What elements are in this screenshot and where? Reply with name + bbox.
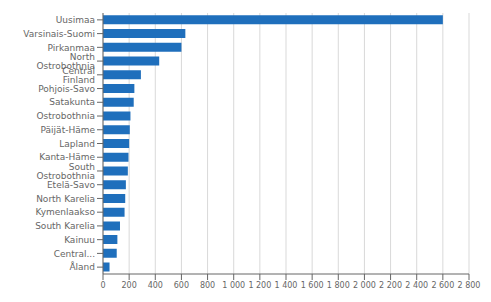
svg-text:2 400: 2 400 (405, 281, 428, 290)
svg-text:CentralFinland: CentralFinland (62, 66, 95, 85)
svg-text:Pirkanmaa: Pirkanmaa (47, 42, 95, 53)
svg-text:Päijät-Häme: Päijät-Häme (41, 125, 96, 135)
svg-text:1 000: 1 000 (222, 281, 245, 290)
svg-text:1 800: 1 800 (327, 281, 350, 290)
svg-text:1 600: 1 600 (301, 281, 324, 290)
svg-text:Uusimaa: Uusimaa (56, 15, 95, 25)
svg-text:Satakunta: Satakunta (49, 97, 95, 107)
svg-text:2 800: 2 800 (458, 281, 481, 290)
svg-text:0: 0 (100, 281, 105, 290)
svg-text:Kainuu: Kainuu (64, 235, 95, 245)
svg-text:1 200: 1 200 (248, 281, 271, 290)
svg-text:2 600: 2 600 (431, 281, 454, 290)
svg-text:600: 600 (174, 281, 189, 290)
svg-text:Pohjois-Savo: Pohjois-Savo (38, 84, 95, 94)
svg-text:Lapland: Lapland (59, 139, 95, 149)
svg-text:2 200: 2 200 (379, 281, 402, 290)
svg-text:2 000: 2 000 (353, 281, 376, 290)
svg-text:800: 800 (200, 281, 215, 290)
svg-text:200: 200 (122, 281, 137, 290)
html-text:Ostrobothnia: Ostrobothnia (36, 60, 95, 71)
svg-text:Ostrobothnia: Ostrobothnia (37, 111, 95, 121)
svg-text:Kymenlaakso: Kymenlaakso (35, 207, 95, 217)
svg-text:Etelä-Savo: Etelä-Savo (47, 180, 96, 190)
svg-text:SouthOstrobothnia: SouthOstrobothnia (37, 162, 95, 181)
svg-text:Varsinais-Suomi: Varsinais-Suomi (23, 29, 95, 39)
svg-text:400: 400 (148, 281, 163, 290)
svg-text:1 400: 1 400 (275, 281, 298, 290)
svg-text:South Karelia: South Karelia (35, 221, 95, 231)
svg-text:Kanta-Häme: Kanta-Häme (39, 152, 95, 163)
html-text:North: North (69, 51, 95, 62)
svg-text:Central...: Central... (54, 249, 95, 259)
svg-text:Åland: Åland (69, 261, 95, 272)
svg-text:North Karelia: North Karelia (36, 194, 95, 204)
